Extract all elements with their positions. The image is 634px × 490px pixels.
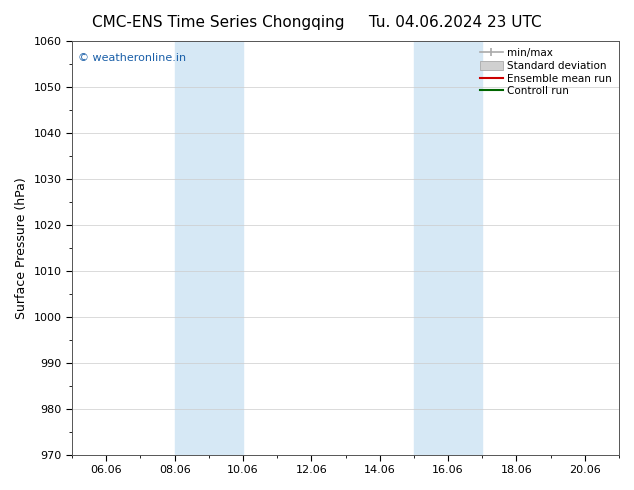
Bar xyxy=(174,41,243,455)
Y-axis label: Surface Pressure (hPa): Surface Pressure (hPa) xyxy=(15,177,28,318)
Text: © weatheronline.in: © weatheronline.in xyxy=(77,53,186,64)
Text: CMC-ENS Time Series Chongqing     Tu. 04.06.2024 23 UTC: CMC-ENS Time Series Chongqing Tu. 04.06.… xyxy=(92,15,542,30)
Bar xyxy=(414,41,482,455)
Legend: min/max, Standard deviation, Ensemble mean run, Controll run: min/max, Standard deviation, Ensemble me… xyxy=(478,46,614,98)
